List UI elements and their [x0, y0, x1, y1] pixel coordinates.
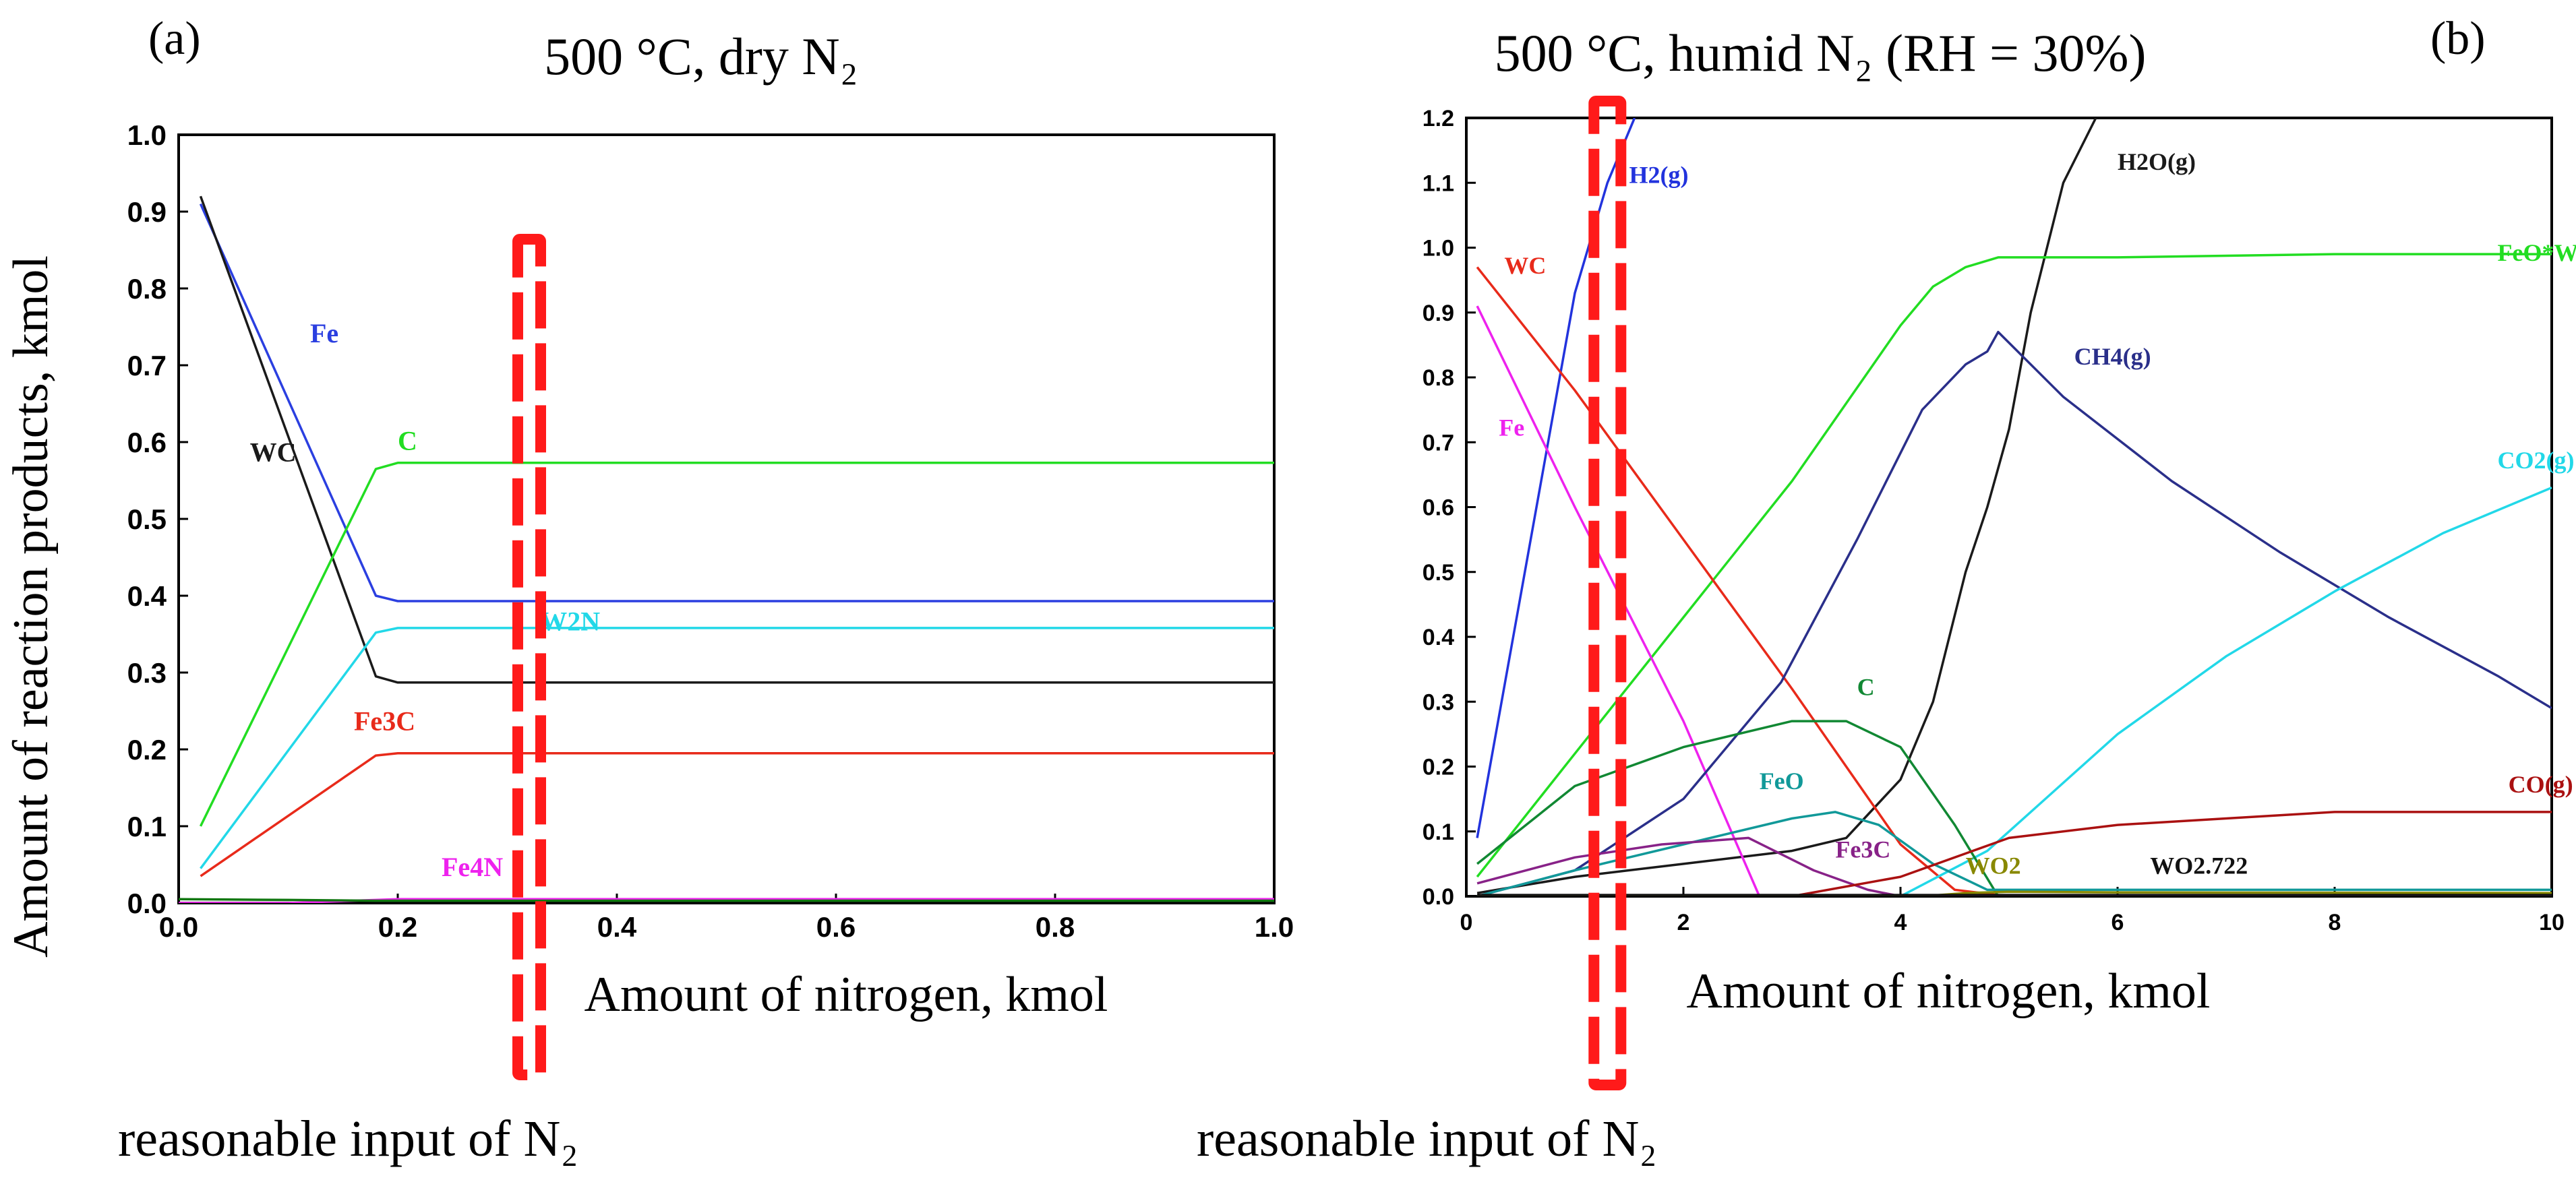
series-label-fe3c: Fe3C	[1835, 836, 1890, 863]
series-label-fe: Fe	[1499, 414, 1524, 441]
shared-ylabel: Amount of reaction products, kmol	[3, 255, 59, 958]
series-label-h2o-g-: H2O(g)	[2118, 148, 2196, 175]
series-line-h2o-g-	[1476, 118, 2097, 894]
y-tick-label: 0.1	[1422, 819, 1454, 845]
series-label-feo: FeO	[1760, 768, 1804, 795]
series-line-wc	[1476, 266, 2552, 896]
series-label-co2-g-: CO2(g)	[2498, 447, 2575, 474]
x-tick-label: 1.0	[1255, 911, 1294, 943]
series-label-wo2-722: WO2.722	[2150, 852, 2248, 879]
series-label-ch4-g-: CH4(g)	[2074, 343, 2151, 370]
series-label-wc: WC	[250, 437, 297, 468]
x-tick-label: 6	[2111, 910, 2124, 935]
x-tick-label: 0.6	[816, 911, 856, 943]
chart-b: 0 2 4 6 8 10 0.0 0.1 0.2 0.3 0.4 0.5 0.6 0.7 0.8 0.9 1.0…	[1422, 96, 2576, 1090]
series-label-fe3c: Fe3C	[354, 706, 415, 737]
series-label-c: C	[1857, 674, 1875, 701]
series-line-c	[1476, 720, 2552, 896]
annotation-b: reasonable input of N₂	[1197, 1111, 1657, 1167]
series-label-wo2: WO2	[1966, 852, 2021, 879]
y-tick-label: 0.4	[1422, 625, 1454, 650]
y-tick-label: 0.4	[127, 580, 167, 612]
y-tick-label: 0.0	[127, 888, 167, 919]
series-line-wc	[199, 195, 1274, 684]
series-label-co-g-: CO(g)	[2509, 771, 2573, 798]
series-line-feo	[1476, 811, 2552, 896]
highlight-box	[512, 234, 546, 1080]
series-line-fe	[199, 203, 1274, 602]
chart-b-title: 500 °C, humid N₂ (RH = 30%)	[1495, 24, 2147, 82]
y-tick-label: 0.9	[127, 196, 167, 228]
series-label-h2-g-: H2(g)	[1629, 161, 1689, 188]
y-tick-label: 0.1	[127, 811, 167, 842]
series-label-c: C	[398, 425, 417, 456]
series-line-co-g-	[1477, 811, 2552, 896]
plot-frame	[1465, 117, 2553, 898]
series-label-fe: Fe	[310, 318, 338, 348]
y-tick-label: 0.8	[1422, 365, 1454, 391]
series-line-feo-wo3	[1476, 253, 2552, 878]
chart-a: 0.0 0.2 0.4 0.6 0.8 1.0 0.0 0.1 0.2 0.3 0.4 0.5 0.6 0…	[127, 119, 1294, 1080]
panel-b-label: (b)	[2430, 13, 2486, 65]
y-tick-label: 0.6	[1422, 495, 1454, 521]
x-tick-label: 0.4	[597, 911, 637, 943]
series-line-fe	[1476, 305, 2552, 896]
y-tick-label: 0.0	[1422, 884, 1454, 910]
series-label-wc: WC	[1504, 252, 1546, 279]
panel-a-label: (a)	[148, 13, 201, 65]
series-line-c	[199, 462, 1274, 827]
x-tick-label: 0.0	[159, 911, 198, 943]
x-tick-label: 0.2	[378, 911, 417, 943]
y-tick-label: 1.1	[1422, 170, 1454, 196]
chart-a-title: 500 °C, dry N₂	[544, 27, 858, 86]
series-label-fe4n: Fe4N	[442, 852, 503, 882]
y-tick-label: 0.7	[127, 350, 167, 381]
y-tick-label: 0.3	[127, 657, 167, 689]
y-tick-label: 1.2	[1422, 106, 1454, 131]
x-tick-label: 0	[1460, 910, 1473, 935]
y-tick-label: 0.8	[127, 273, 167, 305]
y-tick-label: 1.0	[127, 119, 167, 151]
y-tick-label: 0.2	[1422, 755, 1454, 780]
series-line-wo2	[1477, 890, 2552, 896]
x-tick-label: 4	[1894, 910, 1907, 935]
y-tick-label: 0.2	[127, 734, 167, 766]
x-axis-label: Amount of nitrogen, kmol	[585, 967, 1108, 1022]
y-tick-label: 0.9	[1422, 301, 1454, 326]
y-tick-label: 0.3	[1422, 689, 1454, 715]
y-tick-label: 0.7	[1422, 430, 1454, 456]
series-line-fe3c	[200, 751, 1274, 877]
x-tick-label: 0.8	[1036, 911, 1075, 943]
series-line-co2-g-	[1477, 486, 2552, 896]
series-group	[179, 195, 1274, 903]
y-tick-label: 0.5	[1422, 560, 1454, 586]
series-label-feo-wo3: FeO*WO3	[2498, 239, 2576, 266]
highlight-box	[1588, 96, 1627, 1090]
series-line-ch4-g-	[1476, 330, 2552, 896]
x-tick-label: 2	[1677, 910, 1690, 935]
series-line-base	[179, 898, 1274, 902]
y-tick-label: 0.5	[127, 503, 167, 535]
x-tick-label: 10	[2539, 910, 2565, 935]
y-tick-label: 0.6	[127, 427, 167, 458]
series-label-w2n: W2N	[540, 606, 600, 636]
x-tick-label: 8	[2329, 910, 2341, 935]
annotation-a: reasonable input of N₂	[118, 1111, 578, 1167]
x-axis-label: Amount of nitrogen, kmol	[1687, 964, 2211, 1019]
plot-frame	[177, 133, 1276, 904]
y-tick-label: 1.0	[1422, 236, 1454, 261]
series-line-w2n	[200, 627, 1274, 869]
